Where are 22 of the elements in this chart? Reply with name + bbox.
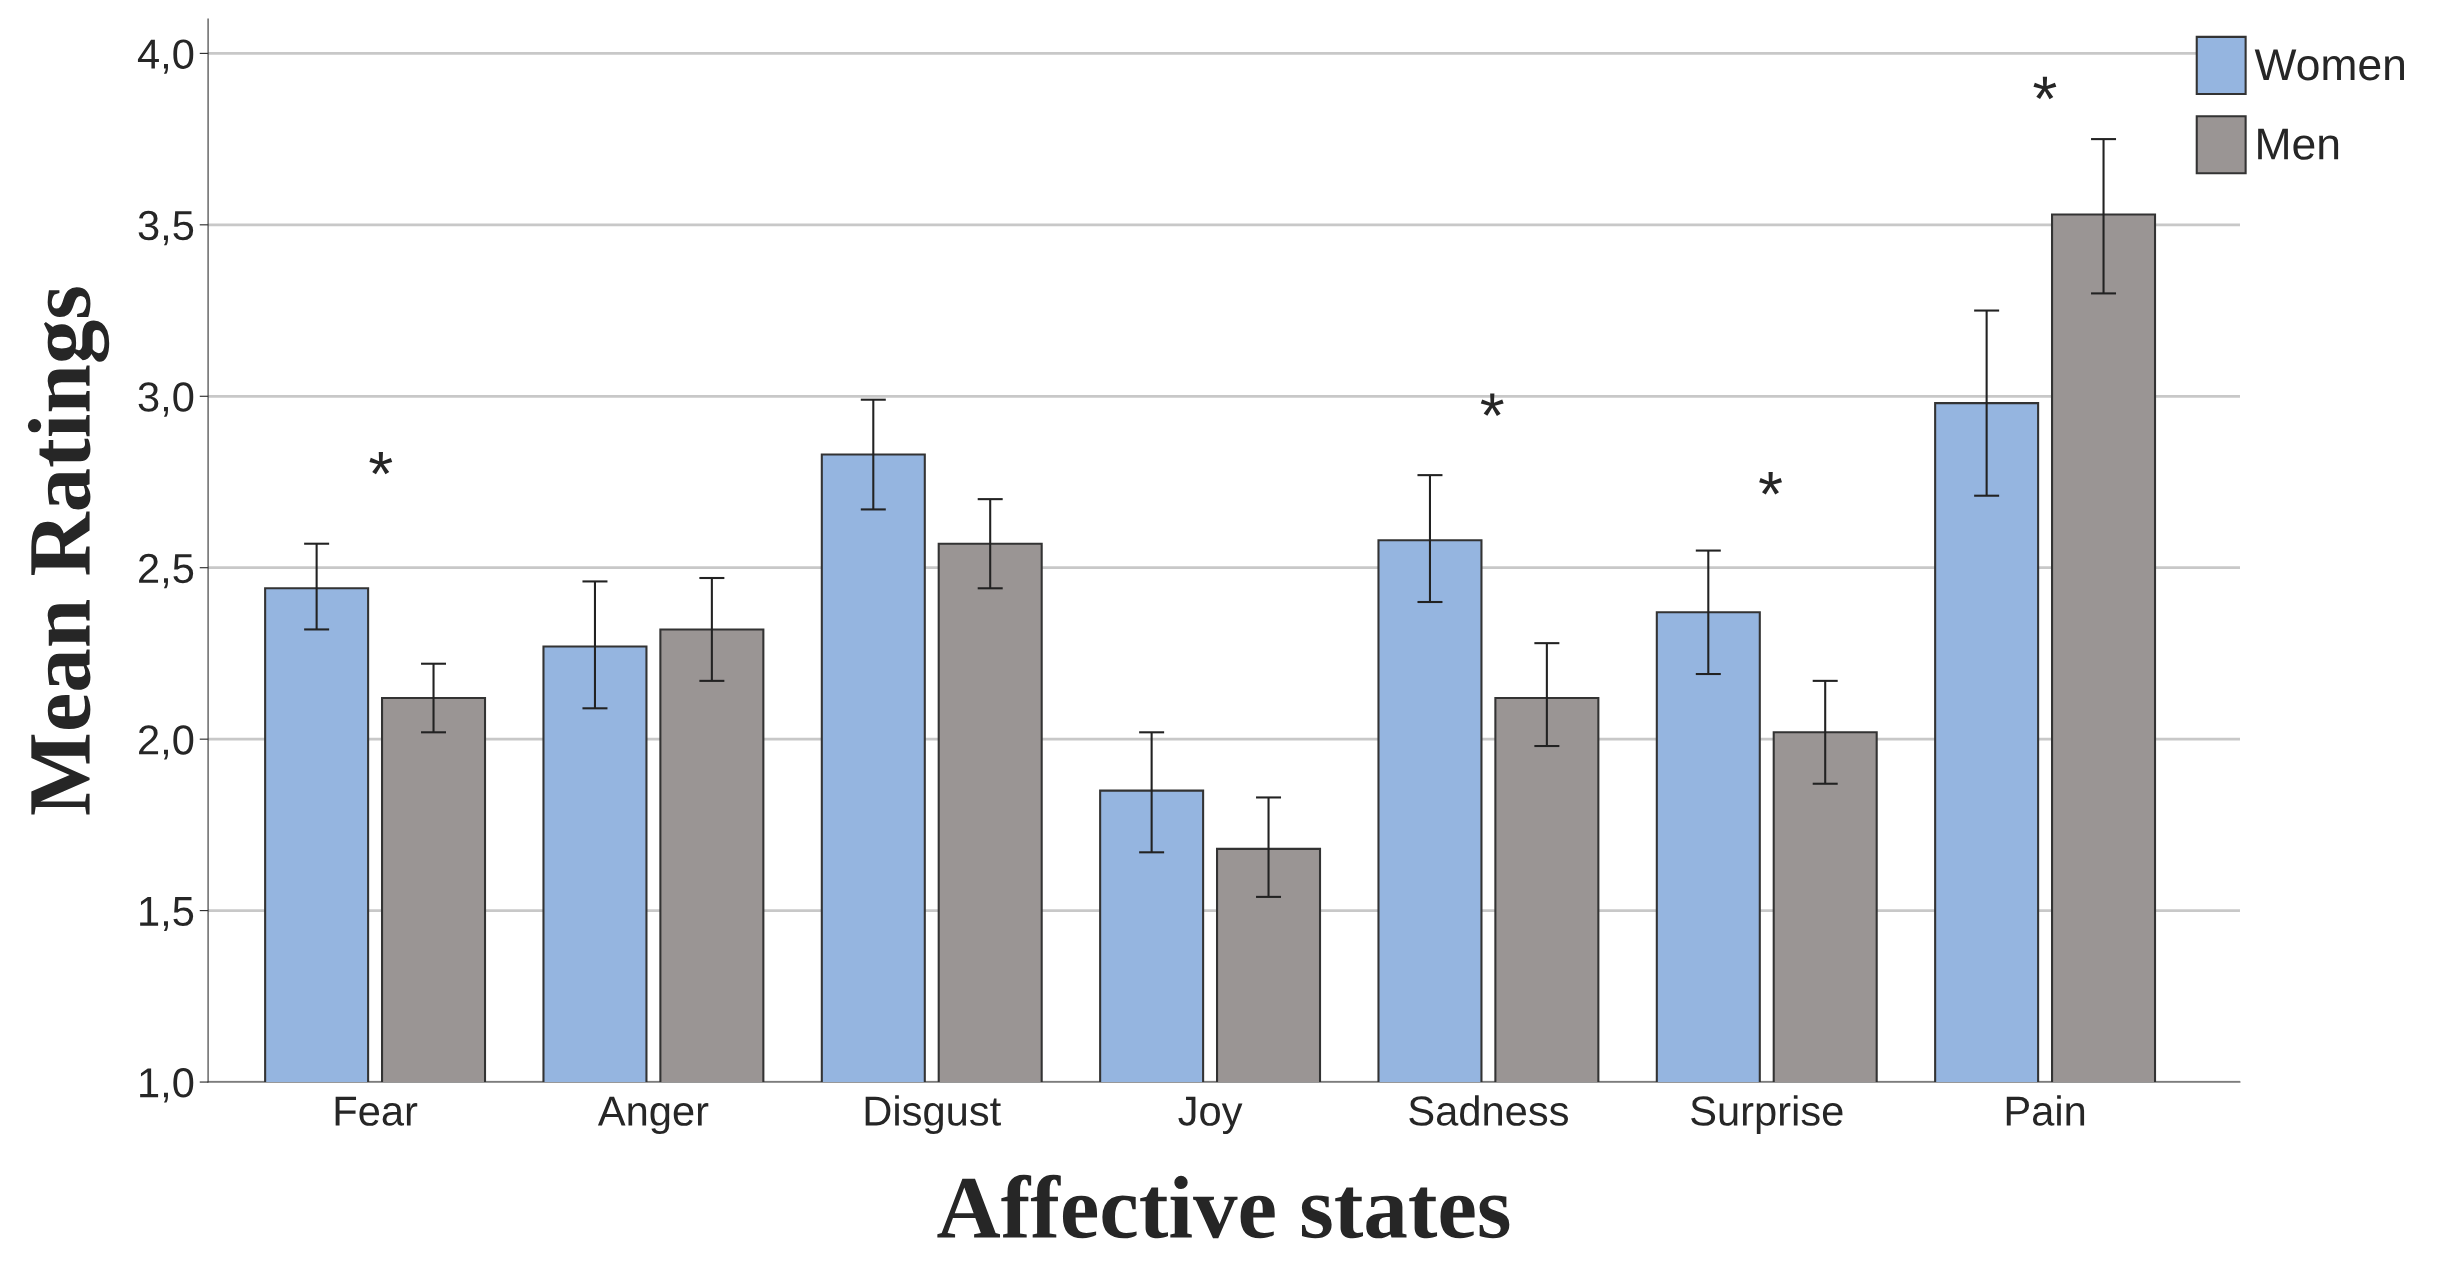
annotation: *: [1759, 472, 1782, 495]
y-tick-label: 1,0: [140, 1068, 194, 1103]
annotation: *: [2033, 76, 2057, 100]
y-axis-title: Mean Ratings: [27, 287, 110, 815]
x-axis-title: Affective states: [937, 1174, 1510, 1239]
legend-label: Men: [2258, 128, 2339, 160]
x-tick-label: Sadness: [1409, 1095, 1568, 1126]
legend-label: Women: [2254, 49, 2404, 81]
annotation: *: [369, 451, 393, 475]
y-tick-label: 2,0: [139, 725, 194, 760]
y-tick-label: 3,5: [138, 210, 194, 246]
x-tick-label: Fear: [335, 1096, 418, 1126]
y-tick-label: 4,0: [137, 39, 194, 74]
x-tick-label: Surprise: [1691, 1095, 1843, 1135]
x-tick-label: Anger: [597, 1096, 709, 1135]
x-tick-label: Pain: [2006, 1095, 2085, 1126]
x-tick-label: Joy: [1178, 1096, 1243, 1135]
x-tick-label: Disgust: [865, 1095, 1001, 1135]
y-tick-label: 2,5: [139, 553, 194, 589]
y-tick-label: 3,0: [138, 382, 194, 417]
y-tick-label: 1,5: [140, 897, 194, 932]
annotation: *: [1480, 393, 1504, 416]
